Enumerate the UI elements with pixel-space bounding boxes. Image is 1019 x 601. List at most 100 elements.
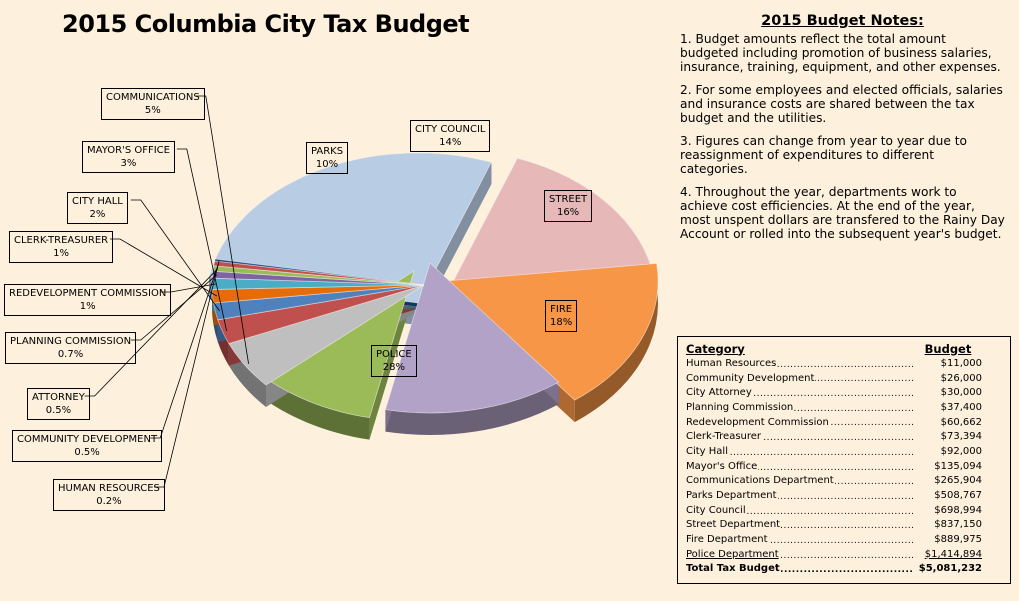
slice-label-police: POLICE 28%: [371, 345, 417, 377]
slice-label-attorney: ATTORNEY 0.5%: [27, 388, 90, 420]
header-category: Category: [686, 341, 745, 356]
slice-label-name: STREET: [549, 194, 588, 205]
slice-label-name: ATTORNEY: [32, 392, 85, 403]
slice-label-percent: 18%: [550, 317, 573, 328]
slice-label-name: FIRE: [550, 304, 573, 315]
leader-line: [195, 95, 249, 364]
slice-label-percent: 28%: [382, 362, 405, 373]
slice-label-percent: 1%: [53, 248, 69, 259]
table-row: Planning Commission $37,400: [686, 400, 982, 415]
row-budget: $11,000: [940, 357, 982, 369]
slice-city-council: [384, 262, 560, 414]
leader-line: [176, 148, 228, 331]
row-budget: $92,000: [940, 445, 982, 457]
slice-label-name: REDEVELOPMENT COMMISSION: [9, 288, 167, 299]
slice-label-mayor-s-office: MAYOR'S OFFICE 3%: [82, 141, 175, 173]
slice-label-name: COMMUNITY DEVELOPMENT: [17, 434, 158, 445]
slice-label-percent: 10%: [315, 159, 339, 170]
leader-line: [130, 274, 217, 341]
leader-line: [84, 268, 218, 397]
slice-label-name: COMMUNICATIONS: [106, 92, 200, 103]
slice-side-parks: [256, 371, 370, 440]
row-budget: $73,394: [940, 431, 982, 443]
slice-label-city-council: CITY COUNCIL 14%: [410, 120, 491, 152]
slice-label-percent: 0.5%: [45, 405, 72, 416]
row-budget: $37,400: [940, 401, 982, 413]
slice-label-name: PARKS: [311, 146, 344, 157]
chart-title: 2015 Columbia City Tax Budget: [62, 10, 470, 38]
budget-table-box: Category Budget Human Resources $11,000 Co…: [677, 336, 1011, 584]
row-budget: $837,150: [934, 519, 982, 531]
row-budget: $30,000: [940, 387, 982, 399]
row-budget: $1,414,894: [924, 548, 982, 560]
row-category: Community Development: [686, 371, 914, 386]
slice-label-percent: 5%: [144, 105, 161, 116]
slice-label-fire: FIRE 18%: [545, 300, 578, 332]
table-row: Communications Department $265,904: [686, 474, 982, 489]
slice-label-redevelopment-commission: REDEVELOPMENT COMMISSION 1%: [4, 284, 172, 316]
table-row: City Council $698,994: [686, 503, 982, 518]
table-row: Parks Department $508,767: [686, 488, 982, 503]
slice-label-clerk-treasurer: CLERK-TREASURER 1%: [9, 231, 114, 263]
table-header-row: Category Budget: [686, 341, 982, 356]
total-budget: $5,081,232: [918, 563, 982, 575]
row-budget: $135,094: [934, 460, 982, 472]
row-category: Human Resources: [686, 356, 914, 371]
note-4: 4. Throughout the year, departments work…: [680, 185, 1005, 241]
slice-label-communications: COMMUNICATIONS 5%: [101, 88, 205, 120]
row-category: Mayor's Office: [686, 459, 914, 474]
slice-label-community-development: COMMUNITY DEVELOPMENT 0.5%: [12, 430, 163, 462]
slice-side-street: [574, 263, 658, 423]
row-budget: $698,994: [934, 504, 982, 516]
header-budget: Budget: [924, 341, 972, 356]
row-budget: $889,975: [934, 534, 982, 546]
row-category: Parks Department: [686, 488, 914, 503]
slice-label-percent: 2%: [89, 209, 106, 220]
slice-label-name: CLERK-TREASURER: [14, 235, 109, 246]
table-row: Redevelopment Commission $60,662: [686, 415, 982, 430]
row-category: Redevelopment Commission: [686, 415, 914, 430]
slice-label-planning-commission: PLANNING COMMISSION 0.7%: [5, 332, 137, 364]
row-category: Planning Commission: [686, 400, 914, 415]
row-category: Clerk-Treasurer: [686, 429, 914, 444]
table-row: Street Department $837,150: [686, 518, 982, 533]
slice-label-percent: 14%: [439, 137, 462, 148]
row-category: Police Department: [686, 547, 914, 562]
budget-table: Category Budget Human Resources $11,000 Co…: [686, 341, 982, 576]
notes-title: 2015 Budget Notes:: [761, 13, 924, 29]
row-category: City Council: [686, 503, 914, 518]
note-1: 1. Budget amounts reflect the total amou…: [680, 32, 1001, 74]
row-budget: $265,904: [934, 475, 982, 487]
slice-label-human-resources: HUMAN RESOURCES 0.2%: [53, 479, 165, 511]
slice-label-name: PLANNING COMMISSION: [10, 336, 132, 347]
row-category: City Hall: [686, 444, 914, 459]
row-category: Fire Department: [686, 532, 914, 547]
row-category: Street Department: [686, 518, 914, 533]
table-row: Fire Department $889,975: [686, 532, 982, 547]
slice-label-name: CITY COUNCIL: [415, 124, 486, 135]
slice-label-street: STREET 16%: [544, 190, 593, 222]
table-row: Police Department $1,414,894: [686, 547, 982, 562]
slice-label-percent: 0.7%: [57, 349, 84, 360]
table-row: Clerk-Treasurer $73,394: [686, 429, 982, 444]
budget-notes: 2015 Budget Notes: 1. Budget amounts ref…: [680, 14, 1005, 250]
slice-label-percent: 1%: [79, 301, 96, 312]
row-budget: $26,000: [940, 372, 982, 384]
table-row: City Hall $92,000: [686, 444, 982, 459]
table-total-row: Total Tax Budget $5,081,232: [686, 562, 982, 577]
slice-label-city-hall: CITY HALL 2%: [67, 192, 128, 224]
slice-label-parks: PARKS 10%: [306, 142, 349, 174]
leader-line: [110, 238, 218, 297]
slice-side-city-council: [385, 382, 559, 436]
total-category: Total Tax Budget: [686, 562, 914, 577]
slice-label-name: MAYOR'S OFFICE: [87, 145, 170, 156]
slice-label-percent: 0.2%: [96, 496, 122, 507]
table-row: City Attorney $30,000: [686, 385, 982, 400]
row-category: Communications Department: [686, 474, 914, 489]
slice-label-percent: 0.5%: [74, 447, 100, 458]
slice-human-resources: [214, 258, 425, 286]
row-category: City Attorney: [686, 385, 914, 400]
table-row: Mayor's Office $135,094: [686, 459, 982, 474]
leader-line: [150, 263, 219, 439]
